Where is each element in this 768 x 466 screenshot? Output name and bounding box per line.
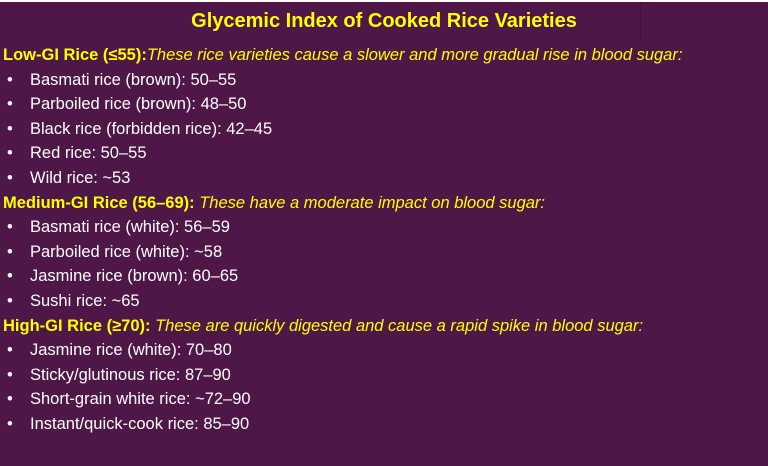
item-text: Basmati rice (brown): 50–55 bbox=[30, 70, 237, 89]
bullet-icon: • bbox=[7, 365, 13, 384]
section-description: These rice varieties cause a slower and … bbox=[146, 46, 683, 64]
bullet-icon: • bbox=[7, 144, 13, 163]
section-description: These are quickly digested and cause a r… bbox=[150, 316, 644, 335]
content: Low-GI Rice (≤55):These rice varieties c… bbox=[3, 43, 765, 437]
list-item: • Short-grain white rice: ~72–90 bbox=[3, 387, 765, 412]
item-text: Short-grain white rice: ~72–90 bbox=[30, 390, 251, 409]
item-text: Jasmine rice (white): 70–80 bbox=[30, 341, 232, 360]
item-text: Sticky/glutinous rice: 87–90 bbox=[30, 365, 231, 384]
page-title: Glycemic Index of Cooked Rice Varieties bbox=[191, 10, 577, 32]
bullet-icon: • bbox=[7, 95, 13, 114]
list-item: • Parboiled rice (white): ~58 bbox=[3, 240, 765, 265]
list-item: • Sticky/glutinous rice: 87–90 bbox=[3, 363, 765, 388]
section-description: These have a moderate impact on blood su… bbox=[194, 193, 546, 212]
medium-gi-heading: Medium-GI Rice (56–69): These have a mod… bbox=[3, 191, 765, 216]
item-text: Parboiled rice (brown): 48–50 bbox=[30, 95, 247, 114]
bullet-icon: • bbox=[7, 414, 13, 433]
low-gi-list: • Basmati rice (brown): 50–55 • Parboiled r… bbox=[3, 68, 765, 191]
section-label: Medium-GI Rice (56–69): bbox=[3, 193, 195, 212]
bullet-icon: • bbox=[7, 242, 13, 261]
section-label: Low-GI Rice (≤55): bbox=[3, 46, 147, 64]
list-item: • Instant/quick-cook rice: 85–90 bbox=[3, 412, 765, 437]
bullet-icon: • bbox=[7, 218, 13, 237]
bullet-icon: • bbox=[7, 119, 13, 138]
high-gi-list: • Jasmine rice (white): 70–80 • Sticky/glut… bbox=[3, 338, 765, 436]
low-gi-heading: Low-GI Rice (≤55):These rice varieties c… bbox=[3, 43, 765, 68]
item-text: Instant/quick-cook rice: 85–90 bbox=[30, 414, 250, 433]
bullet-icon: • bbox=[7, 291, 13, 310]
list-item: • Basmati rice (brown): 50–55 bbox=[3, 68, 765, 93]
title-band bbox=[0, 2, 641, 42]
list-item: • Red rice: 50–55 bbox=[3, 141, 765, 166]
list-item: • Black rice (forbidden rice): 42–45 bbox=[3, 117, 765, 142]
list-item: • Sushi rice: ~65 bbox=[3, 289, 765, 314]
bullet-icon: • bbox=[7, 341, 13, 360]
item-text: Wild rice: ~53 bbox=[30, 168, 131, 187]
item-text: Red rice: 50–55 bbox=[30, 144, 147, 163]
item-text: Sushi rice: ~65 bbox=[30, 291, 140, 310]
list-item: • Parboiled rice (brown): 48–50 bbox=[3, 92, 765, 117]
list-item: • Jasmine rice (white): 70–80 bbox=[3, 338, 765, 363]
item-text: Basmati rice (white): 56–59 bbox=[30, 218, 230, 237]
item-text: Black rice (forbidden rice): 42–45 bbox=[30, 119, 273, 138]
bullet-icon: • bbox=[7, 390, 13, 409]
bullet-icon: • bbox=[7, 267, 13, 286]
bullet-icon: • bbox=[7, 70, 13, 89]
item-text: Parboiled rice (white): ~58 bbox=[30, 242, 223, 261]
list-item: • Basmati rice (white): 56–59 bbox=[3, 215, 765, 240]
list-item: • Jasmine rice (brown): 60–65 bbox=[3, 264, 765, 289]
bullet-icon: • bbox=[7, 168, 13, 187]
list-item: • Wild rice: ~53 bbox=[3, 166, 765, 191]
item-text: Jasmine rice (brown): 60–65 bbox=[30, 267, 239, 286]
section-label: High-GI Rice (≥70): bbox=[3, 316, 151, 335]
medium-gi-list: • Basmati rice (white): 56–59 • Parboiled r… bbox=[3, 215, 765, 313]
high-gi-heading: High-GI Rice (≥70): These are quickly di… bbox=[3, 314, 765, 339]
